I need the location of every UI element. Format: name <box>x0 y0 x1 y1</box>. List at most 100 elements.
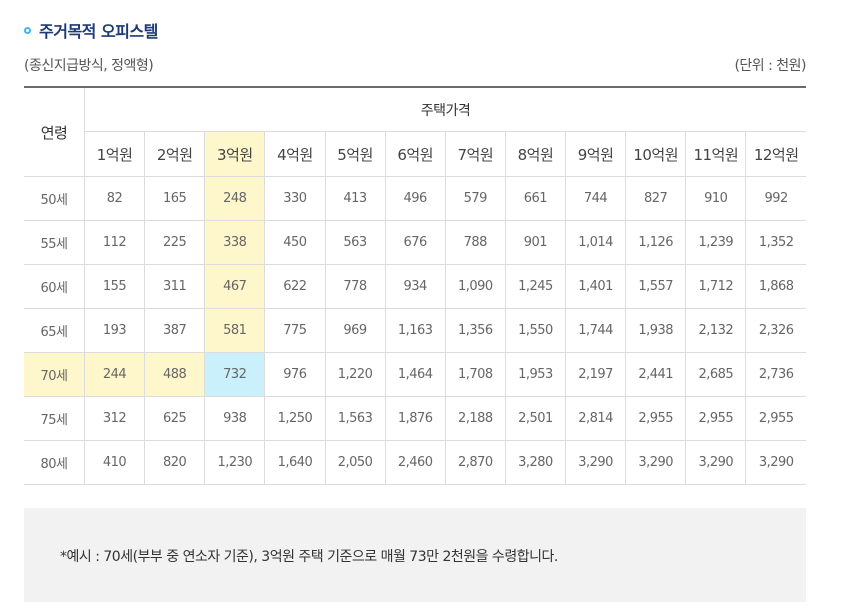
section-title: 주거목적 오피스텔 <box>39 22 158 41</box>
price-column-header: 12억원 <box>745 131 806 177</box>
price-column-header: 11억원 <box>685 131 747 177</box>
table-row: 55세 112 225 338 450 563 676 788 901 1,014 1,126 1,2… <box>24 220 806 265</box>
amount-cell: 2,955 <box>745 396 806 441</box>
table-row: 60세 155 311 467 622 778 934 1,090 1,245 1,401 1,55… <box>24 264 806 309</box>
age-cell: 60세 <box>24 264 85 309</box>
amount-cell: 2,501 <box>505 396 567 441</box>
price-group-header: 주택가격 <box>84 87 806 132</box>
unit-label: (단위 : 천원) <box>734 58 806 74</box>
amount-cell: 413 <box>325 176 386 221</box>
amount-cell: 581 <box>204 308 266 353</box>
amount-cell: 2,326 <box>745 308 806 353</box>
example-notice-box: *예시 : 70세(부부 중 연소자 기준), 3억원 주택 기준으로 매월 7… <box>24 508 806 602</box>
amount-cell: 1,245 <box>505 264 567 309</box>
amount-cell: 579 <box>445 176 506 221</box>
amount-cell: 450 <box>264 220 326 265</box>
amount-cell: 969 <box>325 308 386 353</box>
price-column-header: 6억원 <box>385 131 446 177</box>
pension-rate-table: 연령 주택가격 1억원 2억원 3억원 4억원 5억원 6억원 7억원 8억원 9억원 10억원 1… <box>24 86 806 485</box>
age-cell: 55세 <box>24 220 85 265</box>
example-notice-text: *예시 : 70세(부부 중 연소자 기준), 3억원 주택 기준으로 매월 7… <box>60 549 558 565</box>
amount-cell: 827 <box>625 176 687 221</box>
amount-cell: 2,132 <box>685 308 747 353</box>
amount-cell: 1,250 <box>264 396 326 441</box>
table-caption-row: (종신지급방식, 정액형) (단위 : 천원) <box>24 54 806 76</box>
amount-cell: 225 <box>144 220 206 265</box>
age-cell: 80세 <box>24 440 85 485</box>
amount-cell: 2,188 <box>445 396 506 441</box>
amount-cell: 1,953 <box>505 352 567 397</box>
section-header: 주거목적 오피스텔 <box>24 18 158 42</box>
amount-cell: 788 <box>445 220 506 265</box>
amount-cell: 1,744 <box>565 308 627 353</box>
amount-cell: 338 <box>204 220 266 265</box>
amount-cell: 1,938 <box>625 308 687 353</box>
amount-cell: 563 <box>325 220 386 265</box>
amount-cell: 622 <box>264 264 326 309</box>
amount-cell: 1,163 <box>385 308 446 353</box>
amount-cell: 2,955 <box>625 396 687 441</box>
amount-cell: 2,441 <box>625 352 687 397</box>
price-column-header: 3억원 <box>204 131 266 177</box>
amount-cell: 2,050 <box>325 440 386 485</box>
amount-cell: 778 <box>325 264 386 309</box>
amount-cell: 1,563 <box>325 396 386 441</box>
table-row: 50세 82 165 248 330 413 496 579 661 744 827 910 992 <box>24 176 806 221</box>
amount-cell: 2,870 <box>445 440 506 485</box>
amount-cell: 387 <box>144 308 206 353</box>
amount-cell: 2,460 <box>385 440 446 485</box>
amount-cell: 488 <box>144 352 206 397</box>
age-column-header: 연령 <box>24 87 85 177</box>
amount-cell: 467 <box>204 264 266 309</box>
amount-cell: 2,197 <box>565 352 627 397</box>
amount-cell: 248 <box>204 176 266 221</box>
age-cell: 70세 <box>24 352 85 397</box>
amount-cell: 1,464 <box>385 352 446 397</box>
amount-cell: 82 <box>84 176 146 221</box>
amount-cell: 244 <box>84 352 146 397</box>
price-column-header: 7억원 <box>445 131 506 177</box>
amount-cell: 155 <box>84 264 146 309</box>
amount-cell: 661 <box>505 176 567 221</box>
price-column-header: 10억원 <box>625 131 687 177</box>
amount-cell: 3,290 <box>685 440 747 485</box>
price-column-header: 8억원 <box>505 131 567 177</box>
amount-cell: 1,090 <box>445 264 506 309</box>
amount-cell: 1,876 <box>385 396 446 441</box>
amount-cell: 1,868 <box>745 264 806 309</box>
amount-cell: 676 <box>385 220 446 265</box>
table-body: 50세 82 165 248 330 413 496 579 661 744 827 910 992 55… <box>24 176 806 485</box>
amount-cell: 744 <box>565 176 627 221</box>
amount-cell: 3,290 <box>745 440 806 485</box>
table-row: 70세 244 488 732 976 1,220 1,464 1,708 1,953 2,197… <box>24 352 806 397</box>
amount-cell: 1,708 <box>445 352 506 397</box>
amount-cell: 1,356 <box>445 308 506 353</box>
amount-cell: 1,352 <box>745 220 806 265</box>
amount-cell: 901 <box>505 220 567 265</box>
table-row: 75세 312 625 938 1,250 1,563 1,876 2,188 2,501 2,8… <box>24 396 806 441</box>
amount-cell: 1,712 <box>685 264 747 309</box>
amount-cell: 1,126 <box>625 220 687 265</box>
amount-cell: 1,230 <box>204 440 266 485</box>
price-column-header: 9억원 <box>565 131 627 177</box>
amount-cell: 193 <box>84 308 146 353</box>
table-row: 80세 410 820 1,230 1,640 2,050 2,460 2,870 3,280 3… <box>24 440 806 485</box>
amount-cell: 3,290 <box>565 440 627 485</box>
amount-cell: 410 <box>84 440 146 485</box>
amount-cell: 1,550 <box>505 308 567 353</box>
amount-cell: 1,014 <box>565 220 627 265</box>
amount-cell: 976 <box>264 352 326 397</box>
header-row-top: 연령 주택가격 <box>24 87 806 177</box>
price-column-header: 5억원 <box>325 131 386 177</box>
amount-cell: 311 <box>144 264 206 309</box>
amount-cell: 934 <box>385 264 446 309</box>
amount-cell: 1,401 <box>565 264 627 309</box>
amount-cell: 820 <box>144 440 206 485</box>
price-column-header: 1억원 <box>84 131 146 177</box>
amount-cell: 2,814 <box>565 396 627 441</box>
age-cell: 50세 <box>24 176 85 221</box>
amount-cell: 732 <box>204 352 266 397</box>
header-row-columns: 1억원 2억원 3억원 4억원 5억원 6억원 7억원 8억원 9억원 10억원 11억원 12억원 <box>24 131 806 177</box>
amount-cell: 112 <box>84 220 146 265</box>
amount-cell: 312 <box>84 396 146 441</box>
